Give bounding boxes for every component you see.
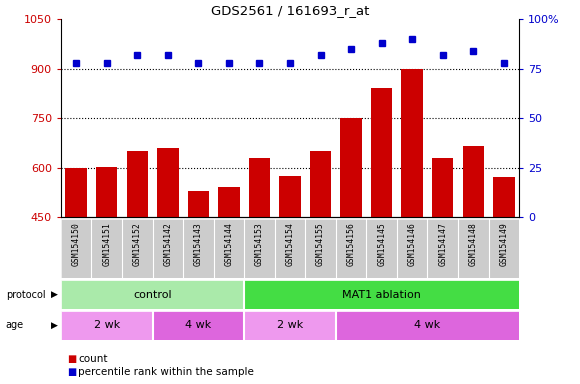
Bar <box>218 187 240 365</box>
Bar <box>188 190 209 365</box>
Text: age: age <box>6 320 24 331</box>
Text: GSM154144: GSM154144 <box>224 222 233 266</box>
Bar <box>96 167 117 365</box>
Bar <box>371 88 392 365</box>
Text: percentile rank within the sample: percentile rank within the sample <box>78 367 254 377</box>
Text: GSM154151: GSM154151 <box>102 222 111 266</box>
Bar <box>244 311 336 340</box>
Bar <box>493 177 514 365</box>
Text: GSM154142: GSM154142 <box>164 222 172 266</box>
Text: GSM154149: GSM154149 <box>499 222 508 266</box>
Text: GSM154143: GSM154143 <box>194 222 203 266</box>
Bar <box>249 158 270 365</box>
Bar <box>280 176 300 365</box>
Bar <box>336 311 519 340</box>
Bar <box>153 311 244 340</box>
Title: GDS2561 / 161693_r_at: GDS2561 / 161693_r_at <box>211 3 369 17</box>
Bar <box>310 151 331 365</box>
Text: 4 wk: 4 wk <box>414 320 441 331</box>
Text: GSM154150: GSM154150 <box>72 222 81 266</box>
Bar <box>432 158 454 365</box>
Bar <box>401 69 423 365</box>
Bar <box>61 311 153 340</box>
Text: GSM154154: GSM154154 <box>285 222 295 266</box>
Text: count: count <box>78 354 108 364</box>
Text: GSM154146: GSM154146 <box>408 222 416 266</box>
Text: GSM154145: GSM154145 <box>377 222 386 266</box>
Bar <box>244 280 519 309</box>
Text: ■: ■ <box>67 367 76 377</box>
Text: GSM154156: GSM154156 <box>347 222 356 266</box>
Text: GSM154147: GSM154147 <box>438 222 447 266</box>
Bar <box>126 151 148 365</box>
Text: control: control <box>133 290 172 300</box>
Text: GSM154148: GSM154148 <box>469 222 478 266</box>
Text: ▶: ▶ <box>50 321 57 330</box>
Text: 4 wk: 4 wk <box>185 320 212 331</box>
Bar <box>66 167 87 365</box>
Text: ▶: ▶ <box>50 290 57 299</box>
Bar <box>340 118 362 365</box>
Text: ■: ■ <box>67 354 76 364</box>
Bar <box>61 280 244 309</box>
Bar <box>157 148 179 365</box>
Text: protocol: protocol <box>6 290 45 300</box>
Text: MAT1 ablation: MAT1 ablation <box>342 290 421 300</box>
Text: 2 wk: 2 wk <box>93 320 120 331</box>
Bar <box>463 146 484 365</box>
Text: GSM154155: GSM154155 <box>316 222 325 266</box>
Text: GSM154153: GSM154153 <box>255 222 264 266</box>
Text: 2 wk: 2 wk <box>277 320 303 331</box>
Text: GSM154152: GSM154152 <box>133 222 142 266</box>
